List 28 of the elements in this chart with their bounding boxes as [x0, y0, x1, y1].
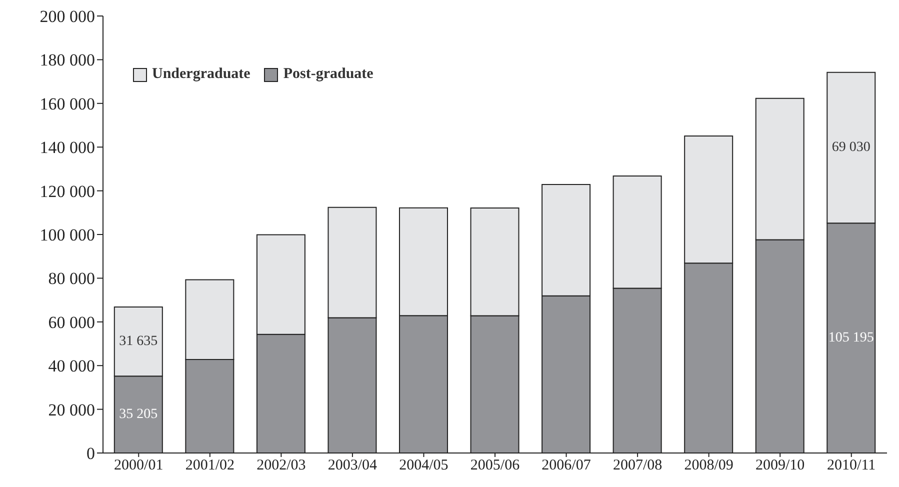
y-tick-label: 40 000	[48, 356, 95, 376]
data-label: 31 635	[119, 334, 158, 350]
legend-label: Undergraduate	[151, 66, 250, 83]
x-tick-label: 2007/08	[612, 458, 662, 474]
x-tick-label: 2004/05	[399, 458, 448, 474]
y-tick-label: 80 000	[48, 269, 95, 288]
x-tick-label: 2003/04	[328, 458, 378, 474]
data-label: 105 195	[828, 330, 874, 346]
y-tick-label: 180 000	[40, 50, 95, 70]
y-tick-label: 140 000	[40, 138, 95, 158]
y-tick-label: 200 000	[40, 7, 95, 26]
x-tick-label: 2002/03	[256, 458, 306, 474]
y-tick-label: 120 000	[40, 182, 95, 201]
legend-label: Post-graduate	[282, 66, 374, 83]
x-tick-label: 2006/07	[542, 458, 592, 474]
x-tick-label: 2001/02	[185, 458, 234, 474]
y-tick-label: 160 000	[40, 94, 95, 114]
data-label: 35 205	[119, 407, 158, 422]
y-tick-label: 0	[86, 444, 95, 464]
y-tick-label: 100 000	[40, 226, 95, 245]
x-tick-label: 2009/10	[756, 458, 805, 474]
y-tick-label: 20 000	[48, 400, 95, 420]
data-label: 69 030	[832, 140, 870, 156]
x-tick-label: 2000/01	[114, 458, 164, 474]
y-tick-label: 60 000	[48, 312, 95, 332]
x-tick-label: 2005/06	[470, 458, 520, 474]
x-tick-label: 2008/09	[684, 458, 734, 474]
x-tick-label: 2010/11	[827, 458, 876, 474]
